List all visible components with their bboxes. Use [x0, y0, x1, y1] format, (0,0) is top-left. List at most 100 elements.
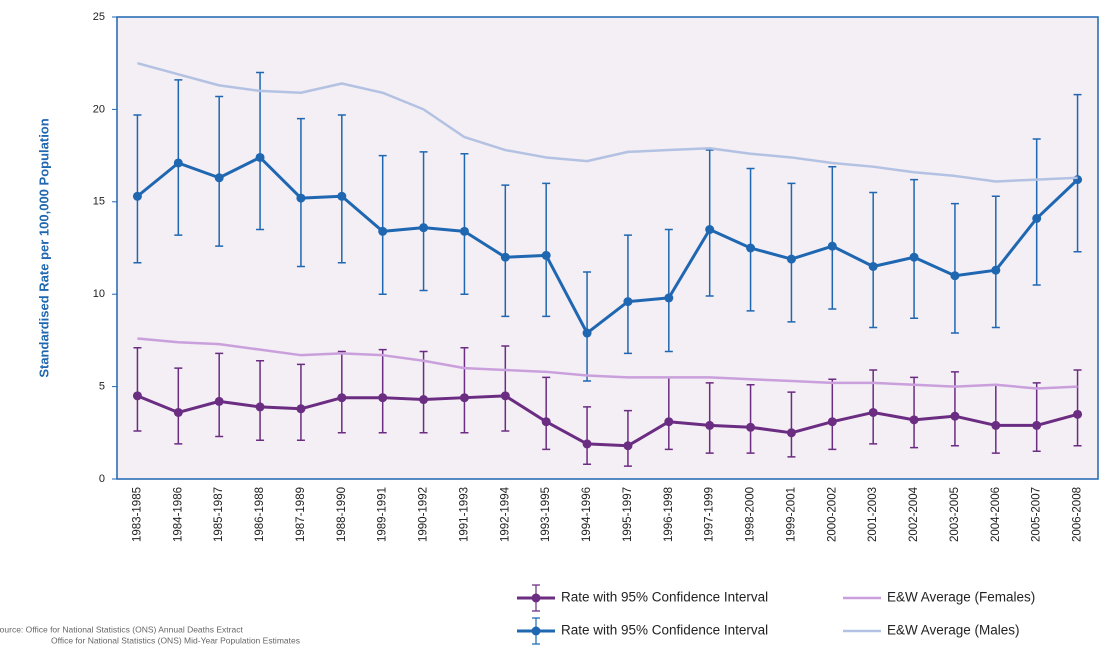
y-tick-label: 5	[99, 381, 105, 393]
data-point	[705, 420, 715, 430]
data-point	[664, 293, 674, 303]
data-point	[541, 417, 551, 427]
error-bar	[419, 350, 428, 434]
error-bar	[705, 382, 714, 454]
data-point	[582, 439, 592, 449]
data-point	[746, 243, 756, 253]
error-bar	[133, 347, 142, 432]
legend-marker	[531, 593, 541, 603]
x-tick-label: 1988-1990	[336, 487, 348, 542]
x-tick-label: 1984-1986	[172, 487, 184, 542]
y-axis-title: Standardised Rate per 100,000 Population	[36, 118, 51, 377]
error-bar	[787, 391, 796, 458]
x-tick-label: 1990-1992	[418, 487, 430, 542]
data-point	[214, 396, 224, 406]
error-bar	[1073, 93, 1082, 253]
data-point	[1073, 175, 1083, 185]
error-bar	[828, 378, 837, 451]
error-bar	[337, 350, 346, 434]
y-tick-label: 25	[93, 11, 105, 23]
x-tick-label: 1992-1994	[499, 486, 511, 542]
data-point	[296, 404, 306, 414]
x-tick-label: 2002-2004	[908, 486, 920, 542]
x-tick-label: 1987-1989	[295, 487, 307, 542]
data-point	[132, 191, 142, 201]
error-bar	[296, 117, 305, 268]
error-bar	[623, 409, 632, 467]
legend-label: Rate with 95% Confidence Interval	[561, 590, 768, 605]
series-line	[136, 394, 1078, 448]
data-point	[991, 420, 1001, 430]
error-bar	[746, 384, 755, 454]
y-tick-label: 20	[93, 103, 105, 115]
data-point	[705, 225, 715, 235]
x-tick-label: 1994-1996	[581, 487, 593, 542]
data-point	[909, 415, 919, 425]
data-point	[623, 441, 633, 451]
error-bar	[215, 95, 224, 247]
error-bar	[256, 71, 265, 231]
error-bar	[419, 151, 428, 292]
plot-area	[116, 16, 1099, 480]
error-bar	[542, 376, 551, 451]
error-bar	[460, 153, 469, 295]
error-bar	[133, 114, 142, 264]
data-point	[214, 173, 224, 183]
data-point	[378, 393, 388, 403]
error-bar	[828, 165, 837, 310]
legend-label: Rate with 95% Confidence Interval	[561, 623, 768, 638]
data-point	[827, 241, 837, 251]
data-point	[132, 391, 142, 401]
data-point	[541, 250, 551, 260]
data-point	[909, 252, 919, 262]
data-point	[664, 417, 674, 427]
data-point	[1073, 409, 1083, 419]
error-bar	[583, 406, 592, 465]
error-bar	[174, 79, 183, 236]
x-tick-label: 1985-1987	[213, 487, 225, 542]
data-point	[868, 261, 878, 271]
data-point	[255, 402, 265, 412]
error-bar	[460, 347, 469, 434]
data-point	[991, 265, 1001, 275]
error-bar	[746, 167, 755, 312]
data-point	[786, 254, 796, 264]
data-point	[950, 271, 960, 281]
error-bar	[256, 359, 265, 441]
error-bar	[378, 154, 387, 295]
data-point	[623, 297, 633, 307]
x-tick-label: 2001-2003	[867, 487, 879, 542]
error-bar	[910, 376, 919, 449]
error-bar	[705, 149, 714, 297]
error-bar	[623, 234, 632, 355]
data-point	[746, 422, 756, 432]
data-point	[337, 393, 347, 403]
x-tick-label: 1983-1985	[131, 487, 143, 542]
data-point	[1032, 420, 1042, 430]
error-bar	[910, 178, 919, 319]
y-tick-label: 10	[93, 288, 105, 300]
error-bar	[378, 348, 387, 434]
data-point	[378, 226, 388, 236]
x-tick-label: 1997-1999	[704, 487, 716, 542]
error-bar	[950, 202, 959, 334]
y-tick-label: 0	[99, 473, 105, 485]
data-point	[827, 417, 837, 427]
error-bar	[501, 345, 510, 432]
series-line	[137, 337, 1078, 390]
error-bar	[869, 191, 878, 329]
data-point	[255, 152, 265, 162]
x-tick-label: 2005-2007	[1031, 487, 1043, 542]
error-bar	[1073, 369, 1082, 447]
legend-marker	[531, 626, 541, 636]
legend-label: E&W Average (Males)	[887, 623, 1020, 638]
error-bar	[583, 271, 592, 382]
data-point	[786, 428, 796, 438]
x-tick-label: 1996-1998	[663, 487, 675, 542]
series-line	[137, 61, 1078, 183]
data-point	[868, 407, 878, 417]
x-tick-label: 1986-1988	[254, 487, 266, 542]
error-bar	[787, 182, 796, 323]
x-tick-label: 1998-2000	[745, 487, 757, 542]
